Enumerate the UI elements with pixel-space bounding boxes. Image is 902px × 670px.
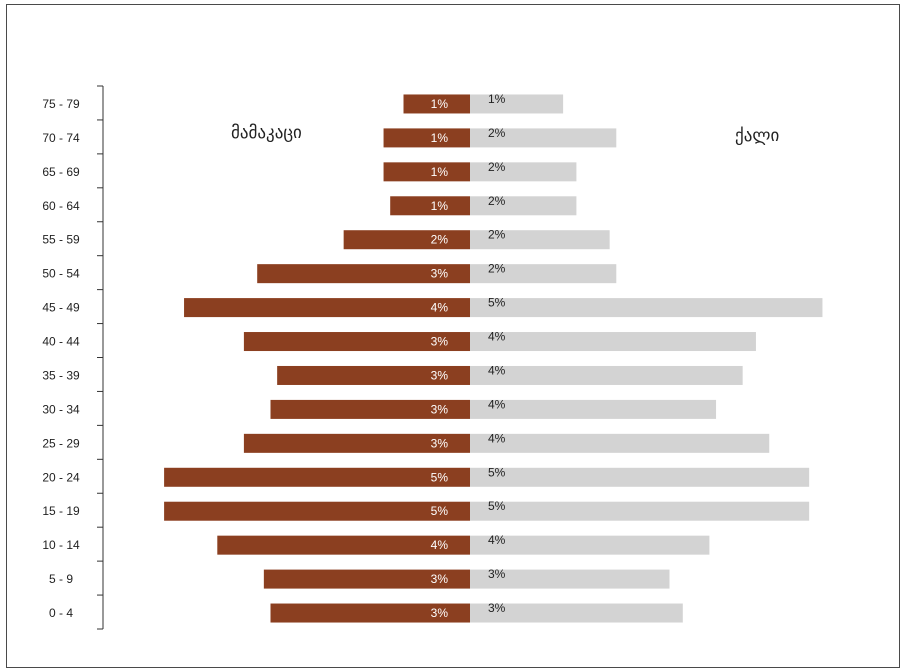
data-label-male: 4%	[431, 301, 449, 315]
data-label-male: 5%	[431, 470, 449, 484]
population-pyramid-chart: 0 - 4 3% 3% 5 - 9 3% 3% 10 - 14 4% 4% 15 - 19 5% 5%…	[42, 85, 823, 630]
data-label-female: 5%	[488, 296, 506, 310]
bar-male	[383, 128, 470, 148]
bar-female	[470, 433, 770, 453]
y-tick-label: 0 - 4	[49, 606, 73, 620]
data-label-male: 3%	[431, 402, 449, 416]
data-label-male: 3%	[431, 572, 449, 586]
bar-male	[343, 230, 470, 250]
data-label-male: 1%	[431, 199, 449, 213]
data-label-female: 4%	[488, 330, 506, 344]
bar-female	[470, 569, 670, 589]
data-label-female: 4%	[488, 533, 506, 547]
data-label-female: 3%	[488, 567, 506, 581]
data-label-female: 2%	[488, 126, 506, 140]
y-tick-label: 25 - 29	[42, 436, 80, 450]
bar-male	[270, 603, 470, 623]
bar-male	[277, 365, 470, 385]
data-label-female: 2%	[488, 262, 506, 276]
bar-male	[217, 535, 470, 555]
data-label-male: 3%	[431, 606, 449, 620]
data-label-male: 1%	[431, 131, 449, 145]
y-tick-label: 15 - 19	[42, 504, 80, 518]
bar-female	[470, 399, 717, 419]
bar-female	[470, 535, 710, 555]
bar-male	[164, 501, 470, 521]
data-label-female: 5%	[488, 499, 506, 513]
y-tick-label: 30 - 34	[42, 402, 80, 416]
data-label-female: 5%	[488, 465, 506, 479]
y-tick-label: 60 - 64	[42, 199, 80, 213]
bar-female	[470, 603, 683, 623]
data-label-male: 3%	[431, 335, 449, 349]
bar-female	[470, 230, 610, 250]
data-label-male: 3%	[431, 368, 449, 382]
bar-male	[390, 196, 470, 216]
bar-male	[263, 569, 470, 589]
data-label-male: 1%	[431, 165, 449, 179]
data-label-female: 4%	[488, 431, 506, 445]
data-label-male: 3%	[431, 436, 449, 450]
data-label-female: 3%	[488, 601, 506, 615]
bar-male	[403, 94, 470, 114]
bar-female	[470, 94, 564, 114]
bar-female	[470, 501, 810, 521]
data-label-female: 1%	[488, 92, 506, 106]
data-label-female: 4%	[488, 363, 506, 377]
bar-male	[184, 298, 471, 318]
y-tick-label: 70 - 74	[42, 131, 80, 145]
y-tick-label: 55 - 59	[42, 233, 80, 247]
data-label-male: 2%	[431, 233, 449, 247]
data-label-male: 5%	[431, 504, 449, 518]
y-tick-label: 35 - 39	[42, 368, 80, 382]
bar-female	[470, 264, 617, 284]
data-label-male: 1%	[431, 97, 449, 111]
y-tick-label: 20 - 24	[42, 470, 80, 484]
bar-male	[270, 399, 470, 419]
y-tick-label: 5 - 9	[49, 572, 73, 586]
y-tick-label: 45 - 49	[42, 301, 80, 315]
data-label-female: 4%	[488, 397, 506, 411]
bar-female	[470, 365, 743, 385]
bar-female	[470, 162, 577, 182]
y-tick-label: 40 - 44	[42, 335, 80, 349]
y-tick-label: 10 - 14	[42, 538, 80, 552]
legend-label-male: მამაკაცი	[231, 123, 302, 143]
data-label-female: 2%	[488, 160, 506, 174]
bar-female	[470, 298, 823, 318]
bar-male	[257, 264, 470, 284]
bar-female	[470, 196, 577, 216]
y-tick-label: 75 - 79	[42, 97, 80, 111]
data-label-male: 4%	[431, 538, 449, 552]
bar-male	[243, 433, 470, 453]
bar-male	[243, 332, 470, 352]
chart-frame: 0 - 4 3% 3% 5 - 9 3% 3% 10 - 14 4% 4% 15 - 19 5% 5%…	[6, 4, 900, 668]
legend-label-female: ქალი	[735, 126, 779, 146]
data-label-male: 3%	[431, 267, 449, 281]
bar-female	[470, 332, 756, 352]
bar-female	[470, 467, 810, 487]
bar-female	[470, 128, 617, 148]
data-label-female: 2%	[488, 228, 506, 242]
y-tick-label: 50 - 54	[42, 267, 80, 281]
data-label-female: 2%	[488, 194, 506, 208]
bar-male	[383, 162, 470, 182]
bar-male	[164, 467, 470, 487]
y-tick-label: 65 - 69	[42, 165, 80, 179]
